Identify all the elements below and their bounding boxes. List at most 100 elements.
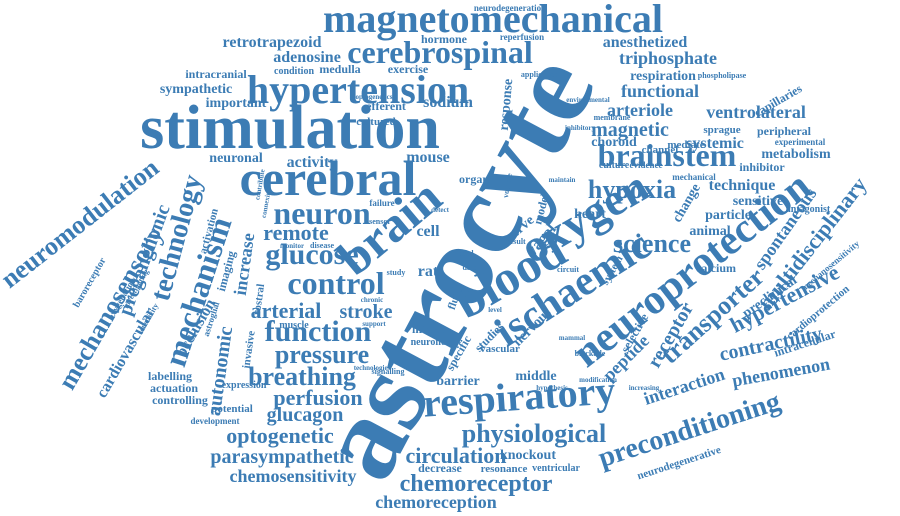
word-control: control	[287, 265, 384, 301]
word-disease: disease	[310, 241, 334, 250]
word-neuronal: neuronal	[209, 151, 263, 166]
word-mammal: mammal	[559, 334, 585, 342]
word-optogenetics: optogenetics	[356, 93, 393, 101]
word-calcium: calcium	[696, 261, 736, 275]
word-decrease: decrease	[418, 461, 462, 475]
word-peripheral: peripheral	[757, 124, 812, 138]
word-functional: functional	[621, 81, 699, 101]
word-invasive: invasive	[240, 330, 257, 369]
word-application: application	[521, 70, 560, 79]
word-arteriole: arteriole	[607, 100, 673, 120]
word-sprague: sprague	[703, 124, 740, 136]
word-resonance: resonance	[481, 463, 528, 475]
word-neuron: neuron	[273, 195, 370, 231]
word-respiration: respiration	[630, 69, 696, 84]
word-organ: organ	[459, 172, 489, 186]
word-support: support	[362, 320, 386, 328]
word-heart: heart	[574, 207, 606, 222]
word-phospholipase: phospholipase	[698, 71, 747, 80]
word-medulla: medulla	[319, 62, 360, 76]
word-monitor: monitor	[280, 242, 304, 250]
word-actuation: actuation	[150, 381, 198, 395]
word-adenosine: adenosine	[273, 49, 341, 66]
word-culture: culture	[599, 160, 630, 171]
word-evidence: evidence	[630, 160, 663, 170]
word-hypertension: hypertension	[247, 67, 469, 112]
word-exercise: exercise	[388, 62, 429, 76]
word-systemic: systemic	[686, 135, 744, 152]
word-technique: technique	[709, 177, 776, 194]
word-labelling: labelling	[148, 369, 192, 383]
word-controlling: controlling	[152, 393, 208, 407]
word-neurone: neurone	[411, 337, 446, 348]
word-brainstem: brainstem	[598, 137, 737, 173]
word-chemoreception: chemoreception	[375, 492, 497, 512]
word-result: result	[506, 237, 526, 246]
word-mediate: mediate	[667, 139, 704, 151]
word-antagonist: antagonist	[786, 204, 831, 215]
word-study: study	[387, 268, 406, 277]
word-ventrolateral: ventrolateral	[706, 102, 806, 122]
word-barrier: barrier	[436, 374, 480, 389]
word-activity: activity	[287, 154, 338, 171]
word-particle: particle	[705, 208, 751, 223]
word-neurodegeneration: neurodegeneration	[474, 3, 546, 13]
word-glucose: glucose	[265, 238, 358, 271]
word-sensor: sensor	[369, 217, 391, 226]
word-sensitive: sensitive	[733, 194, 784, 209]
word-data: data	[462, 263, 477, 272]
word-breathing: breathing	[248, 362, 356, 391]
word-hypoxia: hypoxia	[588, 175, 676, 204]
word-knockout: knockout	[500, 448, 556, 463]
word-cerebral: cerebral	[240, 150, 417, 206]
word-efferent: efferent	[366, 99, 406, 113]
word-sodium: sodium	[423, 94, 473, 111]
word-failure: failure	[369, 198, 394, 208]
word-reperfusion: reperfusion	[500, 32, 544, 42]
word-membrane: membrane	[594, 113, 631, 122]
word-rostral: rostral	[251, 283, 267, 316]
word-rat: rat	[418, 263, 439, 280]
word-sympathetic: sympathetic	[160, 82, 232, 97]
word-maintain: maintain	[549, 176, 576, 184]
word-middle: middle	[515, 369, 556, 384]
word-arterial: arterial	[251, 298, 322, 323]
word-signalling: signalling	[372, 367, 405, 376]
word-level: level	[488, 306, 502, 314]
word-increasing: increasing	[629, 384, 660, 392]
word-expression: expression	[222, 380, 267, 391]
word-magnetomechanical: magnetomechanical	[323, 0, 663, 41]
word-cultured: cultured	[356, 116, 396, 128]
word-perfusion: perfusion	[273, 385, 362, 410]
word-stimulation: stimulation	[140, 94, 440, 162]
word-vascular: vascular	[480, 343, 520, 355]
word-ventricular: ventricular	[532, 463, 580, 474]
word-chronic: chronic	[361, 296, 383, 304]
word-pressure: pressure	[275, 340, 369, 369]
word-environmental: environmental	[566, 96, 609, 104]
word-cell: cell	[416, 223, 440, 240]
word-hormone: hormone	[421, 32, 468, 46]
word-stroke: stroke	[340, 301, 393, 323]
word-optogenetic: optogenetic	[226, 423, 334, 448]
word-development: development	[191, 416, 240, 426]
word-glucagon: glucagon	[267, 404, 344, 426]
word-experimental: experimental	[775, 137, 826, 147]
word-detect: detect	[431, 206, 450, 214]
word-blockade: blockade	[575, 349, 606, 358]
word-mechanical: mechanical	[672, 172, 716, 182]
word-magnetic: magnetic	[591, 119, 669, 141]
word-remote: remote	[263, 220, 329, 245]
word-chemosensitivity: chemosensitivity	[230, 466, 357, 486]
word-chemoreceptor: chemoreceptor	[400, 471, 553, 497]
word-circulation: circulation	[405, 443, 506, 468]
word-cerebrospinal: cerebrospinal	[347, 34, 533, 70]
word-metabolism: metabolism	[761, 147, 831, 162]
word-muscle: muscle	[279, 320, 309, 331]
word-circuit: circuit	[557, 265, 579, 274]
word-inhibitory: inhibitory	[565, 124, 595, 132]
word-volume: volume	[501, 172, 514, 199]
word-science: science	[613, 229, 691, 258]
